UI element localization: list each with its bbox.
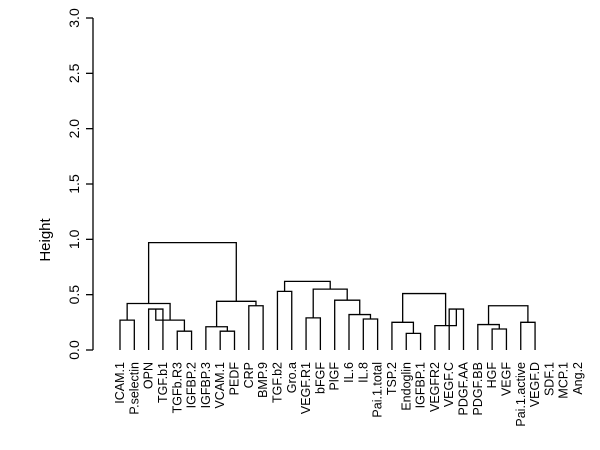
dendrogram-merge	[276, 290, 293, 350]
dendrogram-merge	[248, 305, 264, 350]
leaf-label: PDGF.BB	[471, 362, 485, 416]
leaf-label: IGFBP.2	[185, 362, 199, 408]
leaf-label: CRP	[242, 362, 256, 388]
leaf-labels: ICAM.1 P.selectin OPN TGF.b1 TGFb.R3 IGFBP.2 I…	[113, 361, 585, 426]
y-tick-label: 0.0	[66, 340, 82, 360]
y-tick-label: 1.5	[66, 174, 82, 194]
leaf-label: PEDF	[228, 362, 242, 396]
leaf-label: MCP.1	[557, 362, 571, 399]
dendrogram-merge	[491, 328, 508, 350]
leaf-label: TGF.b1	[156, 362, 170, 403]
y-axis: 0.0 0.5 1.0 1.5 2.0 2.5 3.0	[66, 8, 94, 360]
y-tick-label: 1.0	[66, 229, 82, 249]
dendrogram-merge	[119, 319, 135, 350]
leaf-label: Ang.2	[571, 362, 585, 395]
dendrogram-merge	[362, 318, 379, 350]
leaf-label: TSP.2	[385, 362, 399, 395]
leaf-label: IL.8	[356, 362, 370, 383]
dendrogram-merge	[448, 308, 465, 350]
leaf-label: IGFBP.1	[414, 362, 428, 408]
leaf-label: bFGF	[313, 362, 327, 394]
y-tick-label: 2.5	[66, 63, 82, 83]
dendrogram-merge	[176, 330, 193, 350]
leaf-label: VCAM.1	[213, 362, 227, 409]
leaf-label: ICAM.1	[113, 362, 127, 404]
leaf-label: Pai.1.total	[371, 362, 385, 418]
dendrogram-merge	[147, 308, 164, 350]
dendrogram-merge	[312, 288, 348, 318]
leaf-label: VEGF.C	[442, 362, 456, 407]
dendrogram-tree	[119, 242, 536, 350]
y-tick-label: 3.0	[66, 8, 82, 28]
leaf-label: OPN	[142, 362, 156, 389]
leaf-label: VEGF.D	[528, 362, 542, 407]
dendrogram-merge	[402, 292, 447, 326]
y-tick-label: 2.0	[66, 119, 82, 139]
leaf-label: P.selectin	[127, 362, 141, 415]
leaf-label: TGFb.R3	[170, 362, 184, 413]
dendrogram-merge	[334, 299, 361, 350]
leaf-label: Pai.1.active	[514, 362, 528, 427]
leaf-label: Endoglin	[399, 362, 413, 411]
dendrogram-merge	[283, 280, 331, 292]
leaf-label: IGFBP.3	[199, 362, 213, 408]
dendrogram-merge	[205, 326, 228, 350]
leaf-label: HGF	[485, 362, 499, 389]
leaf-label: SDF.1	[542, 362, 556, 396]
leaf-label: VEGFR2	[428, 362, 442, 412]
dendrogram-merge	[487, 305, 529, 325]
dendrogram-merge	[391, 321, 415, 350]
leaf-label: VEGF.R1	[299, 362, 313, 414]
dendrogram-merge	[348, 313, 372, 350]
dendrogram-merge	[520, 321, 536, 350]
leaf-label: VEGF	[499, 362, 513, 396]
leaf-label: IL.6	[342, 362, 356, 383]
y-axis-label: Height	[37, 217, 54, 261]
leaf-label: BMP.9	[256, 362, 270, 398]
leaf-label: Gro.a	[285, 362, 299, 393]
leaf-label: TGF.b2	[270, 362, 284, 403]
y-tick-label: 0.5	[66, 285, 82, 305]
dendrogram-merge	[305, 317, 322, 350]
leaf-label: PlGF	[328, 362, 342, 391]
dendrogram-merge	[215, 300, 257, 327]
dendrogram-merge	[147, 242, 237, 304]
dendrogram-merge	[405, 332, 422, 350]
dendrogram-merge	[477, 323, 500, 350]
dendrogram-merge	[219, 330, 236, 350]
leaf-label: PDGF.AA	[457, 361, 471, 415]
